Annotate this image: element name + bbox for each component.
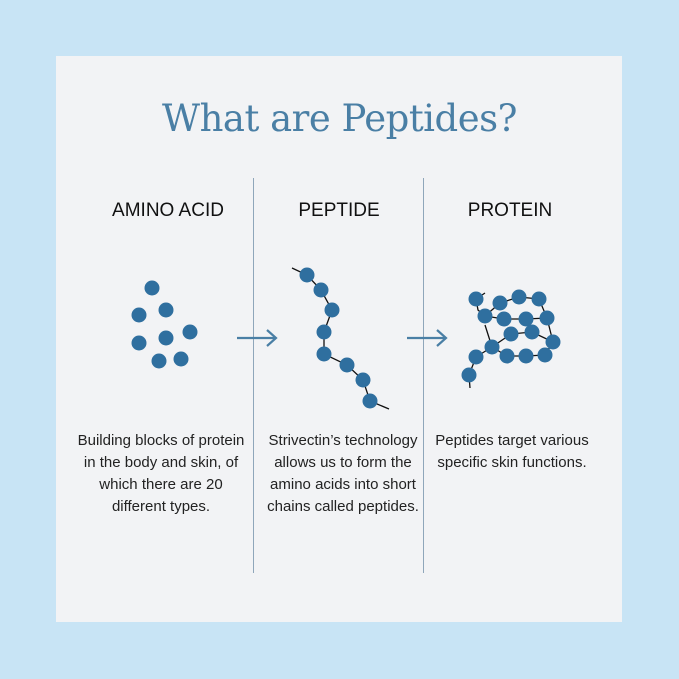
peptide-chain-icon [291,267,390,410]
heading-amino-acid: AMINO ACID [112,200,224,221]
protein-fold-icon [461,289,561,389]
column-divider [423,178,424,573]
peptide-description: Strivectin’s technology allows us to for… [267,432,419,515]
amino-acid-dots-icon [131,280,198,369]
arrow-right-icon [237,329,278,347]
heading-protein: PROTEIN [467,200,553,221]
page-title: What are Peptides? [162,97,517,140]
arrow-right-icon [407,329,448,347]
amino-acid-description: Building blocks of protein in the body a… [77,432,245,515]
column-divider [253,178,254,573]
protein-description: Peptides target various specific skin fu… [435,432,589,471]
heading-peptide: PEPTIDE [298,200,380,221]
infographic-card [56,56,622,622]
